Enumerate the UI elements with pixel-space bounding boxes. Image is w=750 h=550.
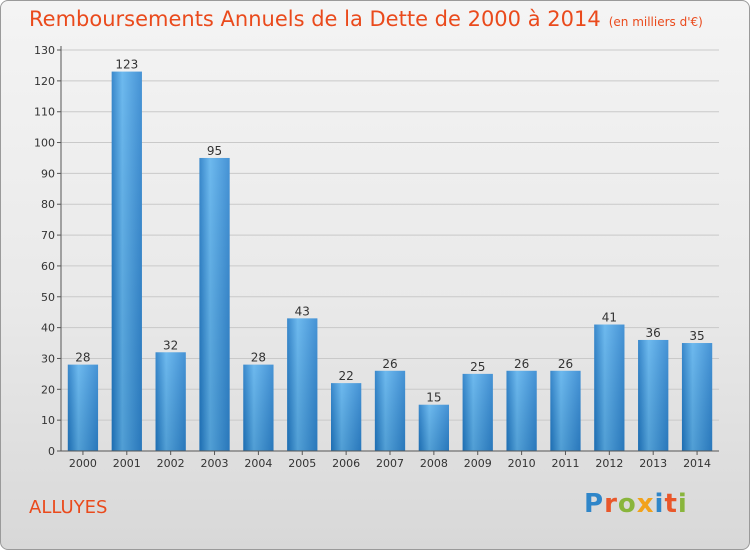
- x-tick-label: 2012: [595, 457, 623, 470]
- bar-shade: [330, 383, 362, 451]
- x-tick-label: 2000: [69, 457, 97, 470]
- value-label: 28: [75, 351, 90, 365]
- y-tick-label: 70: [41, 229, 55, 242]
- x-tick-label: 2002: [157, 457, 185, 470]
- y-tick-label: 0: [48, 445, 55, 458]
- logo-letter: x: [636, 489, 655, 519]
- bar-shade: [418, 404, 450, 451]
- bar-shade: [374, 370, 406, 451]
- x-tick-label: 2003: [201, 457, 229, 470]
- value-label: 22: [338, 369, 353, 383]
- chart-title: Remboursements Annuels de la Dette de 20…: [29, 7, 703, 31]
- y-tick-label: 100: [34, 137, 55, 150]
- logo-letter: i: [654, 489, 665, 519]
- bar-shade: [155, 352, 186, 451]
- bar-shade: [243, 364, 274, 451]
- x-tick-label: 2006: [332, 457, 360, 470]
- value-label: 26: [558, 357, 573, 371]
- x-tick-label: 2004: [244, 457, 272, 470]
- value-labels: 28 123 32 95 28 43 22 26 15 25 26 26 41 36 35: [75, 58, 704, 405]
- y-tick-label: 80: [41, 198, 55, 211]
- axes: 0 10 20 30 40 50 60 70 80 90 100 110 120 130 2000 2001 2…: [34, 44, 719, 470]
- bar-shade: [594, 324, 625, 451]
- value-label: 35: [689, 329, 704, 343]
- x-tick-label: 2010: [508, 457, 536, 470]
- value-label: 36: [646, 326, 661, 340]
- y-tick-label: 50: [41, 291, 55, 304]
- y-tick-label: 20: [41, 383, 55, 396]
- bar-shade: [638, 339, 669, 451]
- x-tick-label: 2005: [288, 457, 316, 470]
- x-tick-label: 2009: [464, 457, 492, 470]
- x-tick-label: 2014: [683, 457, 711, 470]
- y-tick-label: 30: [41, 352, 55, 365]
- logo-letter: i: [677, 489, 688, 519]
- x-tick-label: 2001: [113, 457, 141, 470]
- y-tick-label: 130: [34, 44, 55, 57]
- bar-shade: [506, 370, 537, 451]
- x-tick-label: 2013: [639, 457, 667, 470]
- value-label: 43: [295, 304, 310, 318]
- value-label: 26: [382, 357, 397, 371]
- x-tick-label: 2011: [551, 457, 579, 470]
- chart-unit: (en milliers d'€): [608, 15, 703, 29]
- value-label: 95: [207, 144, 222, 158]
- value-label: 123: [115, 58, 138, 72]
- y-tick-label: 110: [34, 106, 55, 119]
- value-label: 28: [251, 351, 266, 365]
- y-tick-label: 120: [34, 75, 55, 88]
- bar-shade: [681, 343, 713, 451]
- value-label: 41: [602, 311, 617, 325]
- logo-letter: r: [604, 489, 618, 519]
- bar-shade: [462, 373, 493, 451]
- logo-letter: t: [664, 489, 678, 519]
- bar-shade: [550, 370, 581, 451]
- x-tick-label: 2007: [376, 457, 404, 470]
- y-tick-label: 90: [41, 167, 55, 180]
- bars: [67, 71, 713, 451]
- y-tick-label: 10: [41, 414, 55, 427]
- bar-shade: [199, 157, 230, 451]
- value-label: 25: [470, 360, 485, 374]
- bar-shade: [111, 71, 142, 451]
- bar-shade: [287, 318, 318, 451]
- chart-title-text: Remboursements Annuels de la Dette de 20…: [29, 7, 601, 31]
- y-tick-label: 40: [41, 322, 55, 335]
- value-label: 32: [163, 338, 178, 352]
- value-label: 15: [426, 391, 441, 405]
- town-name: ALLUYES: [29, 497, 108, 518]
- logo-letter: P: [584, 489, 605, 519]
- y-tick-label: 60: [41, 260, 55, 273]
- bar-shade: [67, 364, 99, 451]
- logo-letter: o: [617, 489, 637, 519]
- value-label: 26: [514, 357, 529, 371]
- proxiti-logo: Proxiti: [584, 489, 688, 519]
- x-tick-label: 2008: [420, 457, 448, 470]
